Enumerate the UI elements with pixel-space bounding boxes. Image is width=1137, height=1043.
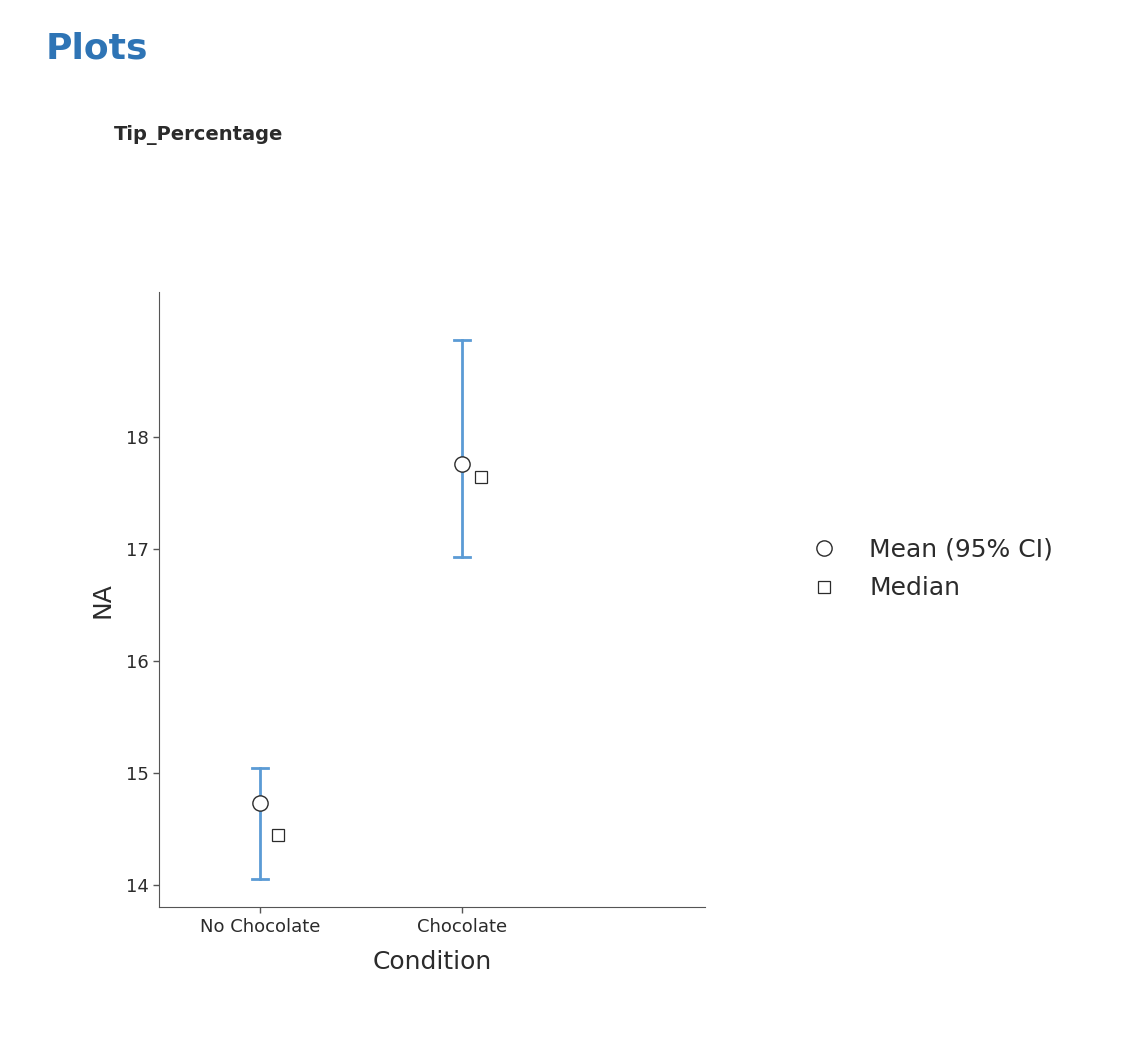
Y-axis label: NA: NA: [91, 582, 115, 617]
Text: Plots: Plots: [45, 31, 148, 66]
Legend: Mean (95% CI), Median: Mean (95% CI), Median: [799, 537, 1053, 601]
X-axis label: Condition: Condition: [373, 950, 491, 974]
Text: Tip_Percentage: Tip_Percentage: [114, 125, 283, 145]
